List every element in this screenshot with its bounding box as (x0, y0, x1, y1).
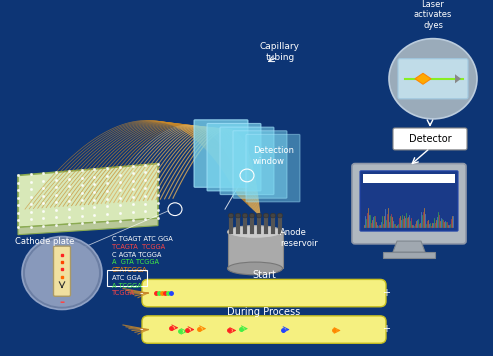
Text: TCAGTA  TCGGA: TCAGTA TCGGA (112, 244, 165, 250)
Text: Laser
activates
dyes: Laser activates dyes (414, 0, 452, 30)
Ellipse shape (263, 213, 269, 218)
Text: -: - (59, 296, 64, 309)
Text: Anode
reservoir: Anode reservoir (280, 228, 318, 248)
Bar (228, 232, 283, 268)
Text: A  GTA TCGGA: A GTA TCGGA (112, 260, 159, 265)
Text: C TGAGT ATC GGA: C TGAGT ATC GGA (112, 236, 173, 242)
FancyBboxPatch shape (142, 279, 386, 307)
Ellipse shape (227, 262, 282, 275)
Ellipse shape (278, 213, 282, 218)
Text: GTATCGGA: GTATCGGA (112, 267, 147, 273)
Polygon shape (455, 74, 461, 83)
Text: Capillary
tubing: Capillary tubing (260, 42, 300, 62)
FancyBboxPatch shape (398, 59, 468, 99)
Ellipse shape (236, 213, 241, 218)
Text: ATC GGA: ATC GGA (112, 275, 141, 281)
FancyBboxPatch shape (393, 128, 467, 150)
Bar (363, 174, 455, 183)
Text: Start: Start (252, 271, 276, 281)
FancyBboxPatch shape (246, 135, 300, 202)
Text: +: + (382, 288, 390, 298)
FancyBboxPatch shape (220, 127, 274, 195)
Ellipse shape (243, 213, 247, 218)
Ellipse shape (256, 213, 261, 218)
Circle shape (25, 239, 99, 307)
Circle shape (389, 39, 477, 119)
FancyBboxPatch shape (54, 246, 70, 296)
Polygon shape (415, 73, 431, 84)
Text: A TCGGA: A TCGGA (112, 283, 142, 289)
FancyBboxPatch shape (207, 124, 261, 191)
Circle shape (22, 236, 102, 309)
FancyBboxPatch shape (233, 131, 287, 198)
FancyBboxPatch shape (352, 163, 466, 244)
Text: -: - (140, 324, 143, 334)
Ellipse shape (227, 226, 282, 239)
Text: C AGTA TCGGA: C AGTA TCGGA (112, 252, 161, 258)
Text: +: + (382, 324, 390, 334)
Text: TCGGA: TCGGA (112, 290, 135, 296)
FancyBboxPatch shape (360, 171, 458, 231)
Ellipse shape (228, 213, 234, 218)
Bar (383, 252, 435, 257)
FancyBboxPatch shape (194, 120, 248, 187)
Ellipse shape (249, 213, 254, 218)
FancyBboxPatch shape (142, 316, 386, 343)
Text: During Process: During Process (227, 307, 301, 317)
Text: Cathode plate: Cathode plate (15, 237, 74, 246)
Polygon shape (18, 218, 158, 235)
Text: Detection
window: Detection window (253, 146, 294, 166)
Text: Detector: Detector (409, 134, 451, 144)
Polygon shape (393, 241, 425, 252)
Polygon shape (18, 163, 158, 227)
Text: -: - (140, 288, 143, 298)
Ellipse shape (271, 213, 276, 218)
